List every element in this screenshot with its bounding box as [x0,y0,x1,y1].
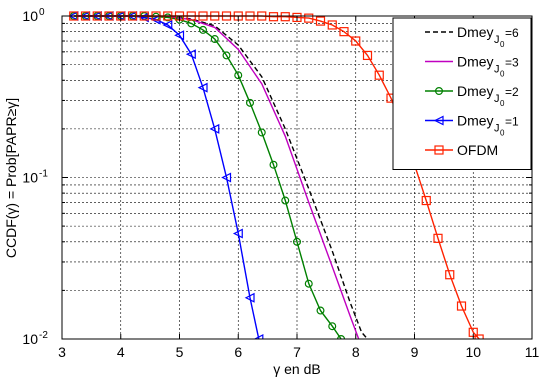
data-point-3-15 [244,292,255,303]
y-tick-base: 10 [22,170,38,186]
data-point-2-18 [281,196,290,205]
data-point-4-31 [433,233,443,243]
legend-label-3: Dmey [457,113,494,129]
data-point-2-19 [293,237,302,246]
x-axis-label: γ en dB [273,361,320,377]
data-point-3-14 [232,228,243,239]
y-tick-base: 10 [22,331,38,347]
data-point-2-20 [304,279,313,288]
data-point-4-17 [268,12,279,22]
data-point-4-33 [456,301,467,311]
data-point-3-16 [253,334,264,339]
legend-tail-3: =1 [505,115,519,129]
data-point-4-23 [339,27,349,37]
data-point-2-16 [257,128,266,137]
legend-marker-4 [434,145,444,155]
legend-label-2: Dmey [457,83,494,99]
y-tick-label: 10 [22,331,38,347]
legend-sub-1: J [494,64,500,76]
y-tick-label: 10 [22,170,38,186]
y-tick-exponent: 0 [39,7,45,18]
data-point-4-21 [315,16,326,26]
data-point-4-32 [445,270,455,280]
x-tick-label: 7 [293,344,301,360]
x-tick-label: 8 [352,344,360,360]
data-point-3-12 [209,123,220,134]
data-point-4-22 [327,20,337,30]
data-point-3-10 [185,49,196,60]
legend-label-0: Dmey [457,24,494,40]
data-point-3-13 [221,172,232,183]
legend-tail-2: =2 [505,85,519,99]
x-tick-label: 6 [234,344,242,360]
data-point-2-17 [269,160,278,169]
legend-subsub-0: 0 [500,40,505,49]
data-point-2-15 [246,98,255,107]
legend-tail-0: =6 [505,26,519,40]
data-point-4-19 [292,12,302,23]
legend-marker-3 [433,115,444,126]
data-point-2-11 [199,25,208,34]
data-point-2-21 [316,306,325,315]
data-point-4-26 [374,70,384,80]
data-point-4-24 [351,36,361,46]
data-point-4-25 [362,50,373,61]
legend-marker-2 [435,86,444,95]
grid [62,16,532,339]
series-line-0 [73,15,369,339]
data-point-3-8 [162,19,173,30]
legend-box [392,17,532,170]
data-point-3-11 [197,82,208,93]
legend-subsub-3: 0 [500,129,505,138]
legend-label-1: Dmey [457,54,494,70]
data-point-2-23 [337,335,346,339]
data-point-3-9 [174,30,185,41]
x-tick-label: 4 [117,344,125,360]
legend-sub-0: J [494,34,500,46]
data-point-2-22 [328,322,337,331]
legend-label-4: OFDM [457,142,498,158]
y-axis-label: CCDF(γ) = Prob[PAPR≥γ] [3,98,19,258]
legend-tail-1: =3 [505,56,519,70]
legend-sub-3: J [494,123,500,135]
legend-subsub-2: 0 [500,99,505,108]
legend-sub-2: J [494,93,500,105]
x-tick-label: 5 [176,344,184,360]
y-tick-exponent: -1 [39,169,48,180]
x-tick-label: 10 [465,344,481,360]
x-tick-label: 3 [58,344,66,360]
data-point-4-35 [474,334,484,339]
y-tick-exponent: -2 [39,330,48,341]
legend-subsub-1: 0 [500,70,505,79]
x-tick-label: 11 [525,344,540,360]
data-point-2-13 [222,51,231,60]
x-tick-label: 9 [411,344,419,360]
data-point-2-14 [234,71,243,80]
data-point-4-30 [421,195,431,206]
y-tick-base: 10 [22,8,38,24]
data-point-4-18 [280,12,290,22]
series-0 [73,15,369,339]
data-point-4-20 [304,13,314,23]
data-point-2-12 [210,35,219,44]
y-tick-label: 10 [22,8,38,24]
